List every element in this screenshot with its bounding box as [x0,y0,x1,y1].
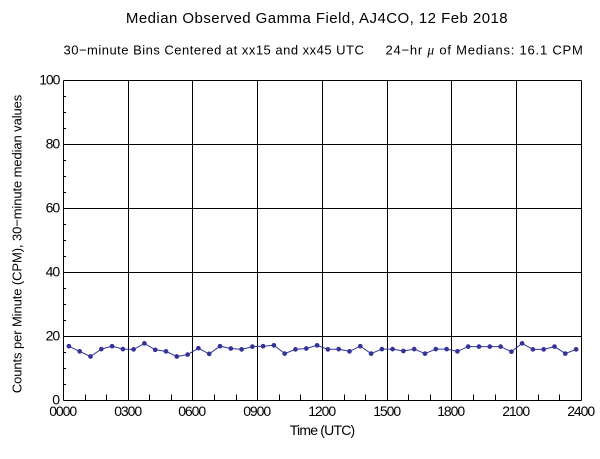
svg-text:30−minute Bins Centered at xx1: 30−minute Bins Centered at xx15 and xx45… [64,42,365,57]
svg-text:1800: 1800 [437,403,465,419]
svg-text:0: 0 [52,392,60,408]
svg-text:100: 100 [39,72,60,88]
svg-text:2400: 2400 [567,403,595,419]
svg-text:0900: 0900 [243,403,271,419]
svg-text:0000: 0000 [49,403,77,419]
svg-text:2100: 2100 [502,403,530,419]
svg-text:Median Observed Gamma Field, A: Median Observed Gamma Field, AJ4CO, 12 F… [126,10,508,27]
svg-text:60: 60 [46,200,61,216]
svg-text:24−hr μ of Medians: 16.1 CPM: 24−hr μ of Medians: 16.1 CPM [386,42,584,57]
svg-text:0300: 0300 [114,403,142,419]
svg-text:Counts per Minute (CPM), 30−mi: Counts per Minute (CPM), 30−minute media… [10,94,25,393]
svg-text:1500: 1500 [373,403,401,419]
svg-text:20: 20 [46,328,61,344]
svg-text:80: 80 [46,136,61,152]
svg-text:0600: 0600 [178,403,206,419]
svg-text:40: 40 [46,264,61,280]
svg-text:Time (UTC): Time (UTC) [290,422,355,438]
svg-text:1200: 1200 [308,403,336,419]
